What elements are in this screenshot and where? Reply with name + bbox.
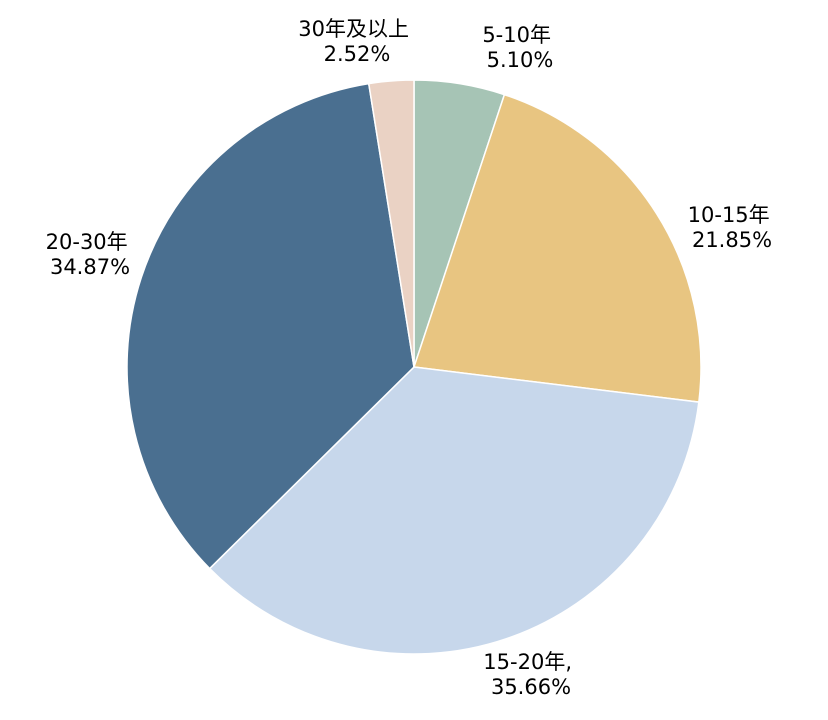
pie-slice-20-30 <box>126 82 415 570</box>
pie-labels: 5-10年 5.10% 10-15年 21.85% 15-20年, 35.66%… <box>46 17 777 699</box>
pie-slice-10-15 <box>412 93 702 403</box>
pie-slice-15-20 <box>208 366 700 655</box>
slice-label-15-20: 15-20年, 35.66% <box>483 650 578 699</box>
slice-value-15-20: 35.66% <box>491 675 571 699</box>
slice-value-5-10: 5.10% <box>487 48 554 72</box>
pie-slice-30-plus <box>367 79 415 368</box>
slice-category-5-10: 5-10年 <box>482 23 551 47</box>
slice-value-10-15: 21.85% <box>692 228 772 252</box>
slice-label-10-15: 10-15年 21.85% <box>688 203 777 252</box>
slice-category-30-plus: 30年及以上 <box>298 17 409 41</box>
slice-label-30-plus: 30年及以上 2.52% <box>298 17 415 66</box>
slice-label-20-30: 20-30年 34.87% <box>46 230 135 279</box>
slice-label-5-10: 5-10年 5.10% <box>482 23 557 72</box>
slice-category-15-20: 15-20年, <box>483 650 572 674</box>
slice-category-20-30: 20-30年 <box>46 230 128 254</box>
slice-value-20-30: 34.87% <box>50 255 130 279</box>
slice-value-30-plus: 2.52% <box>324 42 391 66</box>
pie-slices <box>126 79 702 655</box>
slice-category-10-15: 10-15年 <box>688 203 770 227</box>
